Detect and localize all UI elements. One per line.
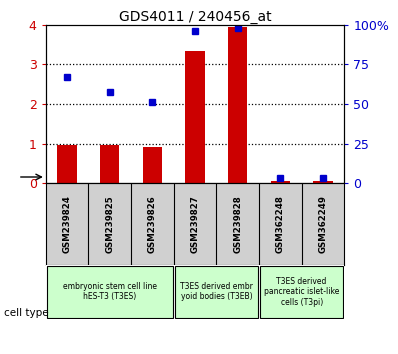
Bar [185, 51, 205, 183]
Text: GSM362248: GSM362248 [276, 195, 285, 253]
Title: GDS4011 / 240456_at: GDS4011 / 240456_at [119, 10, 271, 24]
Text: GSM239825: GSM239825 [105, 195, 114, 253]
Text: GSM239826: GSM239826 [148, 195, 157, 253]
Text: GSM362249: GSM362249 [318, 195, 328, 253]
Bar [143, 148, 162, 183]
Text: T3ES derived
pancreatic islet-like
cells (T3pi): T3ES derived pancreatic islet-like cells… [264, 277, 339, 307]
Bar [228, 27, 247, 183]
FancyBboxPatch shape [175, 266, 258, 318]
Text: cell type: cell type [4, 308, 49, 318]
FancyBboxPatch shape [260, 266, 343, 318]
Text: embryonic stem cell line
hES-T3 (T3ES): embryonic stem cell line hES-T3 (T3ES) [63, 282, 157, 301]
Text: T3ES derived embr
yoid bodies (T3EB): T3ES derived embr yoid bodies (T3EB) [180, 282, 253, 301]
Text: GSM239828: GSM239828 [233, 195, 242, 253]
Bar [271, 181, 290, 183]
Text: GSM239827: GSM239827 [191, 195, 199, 253]
Text: GSM239824: GSM239824 [62, 195, 72, 253]
FancyBboxPatch shape [47, 266, 173, 318]
Bar [313, 181, 333, 183]
Bar [100, 145, 119, 183]
Bar [57, 145, 77, 183]
